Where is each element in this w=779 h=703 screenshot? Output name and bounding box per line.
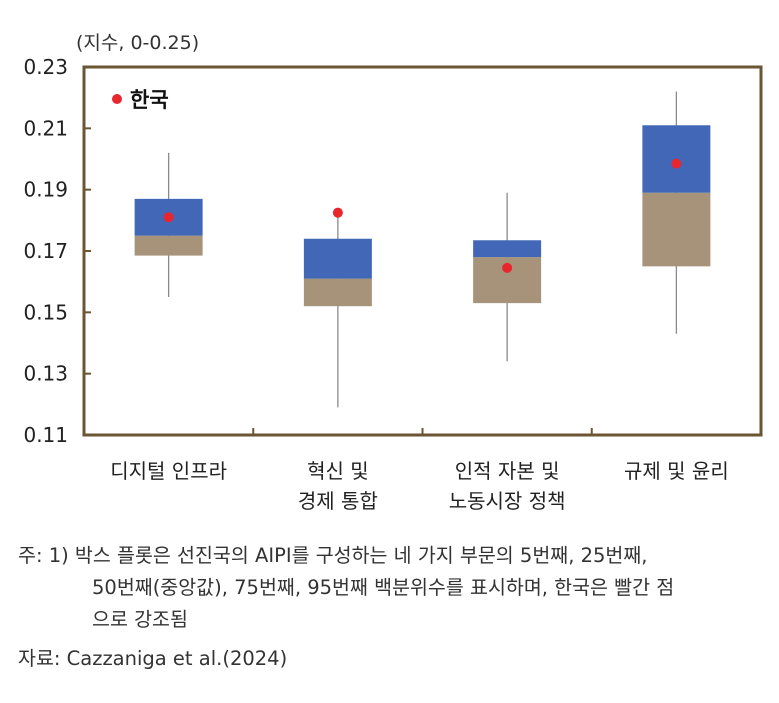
unit-label: (지수, 0-0.25) [76, 32, 200, 54]
box-upper-50-75 [473, 240, 542, 258]
footnotes: 주: 1) 박스 플롯은 선진국의 AIPI를 구성하는 네 가지 부문의 5번… [18, 540, 773, 675]
y-tick-label: 0.13 [23, 362, 68, 386]
y-tick-label: 0.11 [23, 423, 68, 447]
box-lower-25-50 [134, 235, 203, 256]
note-line-3: 으로 강조됨 [92, 608, 188, 632]
source-line: 자료: Cazzaniga et al.(2024) [18, 646, 288, 670]
x-category-label: 인적 자본 및 [455, 459, 560, 483]
y-tick-label: 0.17 [23, 239, 68, 263]
note-line-1: 주: 1) 박스 플롯은 선진국의 AIPI를 구성하는 네 가지 부문의 5번… [18, 544, 648, 567]
x-category-label: 경제 통합 [298, 489, 378, 513]
note-line-2: 50번째(중앙값), 75번째, 95번째 백분위수를 표시하며, 한국은 빨간… [92, 576, 675, 600]
korea-point [671, 158, 682, 169]
y-tick-label: 0.19 [23, 178, 68, 202]
legend-korea-label: 한국 [130, 88, 169, 112]
box-upper-50-75 [303, 238, 372, 279]
y-tick-label: 0.23 [23, 55, 68, 79]
boxplot-chart: 0.23 0.21 0.19 0.17 0.15 0.13 0.11 한국 디지털 인프라 혁… [23, 55, 763, 513]
y-tick-label: 0.15 [23, 300, 68, 324]
plot-frame [82, 65, 763, 437]
x-category-label: 혁신 및 [307, 459, 369, 483]
y-tick-label: 0.21 [23, 116, 68, 140]
box-lower-25-50 [303, 278, 372, 307]
x-category-label: 규제 및 윤리 [624, 459, 729, 483]
box-lower-25-50 [642, 192, 711, 267]
korea-point [502, 262, 513, 273]
x-category-label: 디지털 인프라 [110, 459, 227, 483]
korea-point [332, 207, 343, 218]
legend-korea-dot [112, 94, 122, 104]
x-category-label: 노동시장 정책 [449, 489, 566, 513]
korea-point [163, 212, 174, 223]
